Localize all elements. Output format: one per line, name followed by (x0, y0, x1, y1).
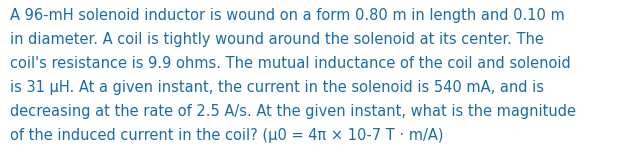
Text: is 31 μH. At a given instant, the current in the solenoid is 540 mA, and is: is 31 μH. At a given instant, the curren… (10, 80, 544, 95)
Text: A 96-mH solenoid inductor is wound on a form 0.80 m in length and 0.10 m: A 96-mH solenoid inductor is wound on a … (10, 8, 565, 23)
Text: decreasing at the rate of 2.5 A/s. At the given instant, what is the magnitude: decreasing at the rate of 2.5 A/s. At th… (10, 104, 576, 119)
Text: coil's resistance is 9.9 ohms. The mutual inductance of the coil and solenoid: coil's resistance is 9.9 ohms. The mutua… (10, 56, 571, 71)
Text: in diameter. A coil is tightly wound around the solenoid at its center. The: in diameter. A coil is tightly wound aro… (10, 32, 544, 47)
Text: of the induced current in the coil? (μ0 = 4π × 10-7 T · m/A): of the induced current in the coil? (μ0 … (10, 128, 443, 143)
